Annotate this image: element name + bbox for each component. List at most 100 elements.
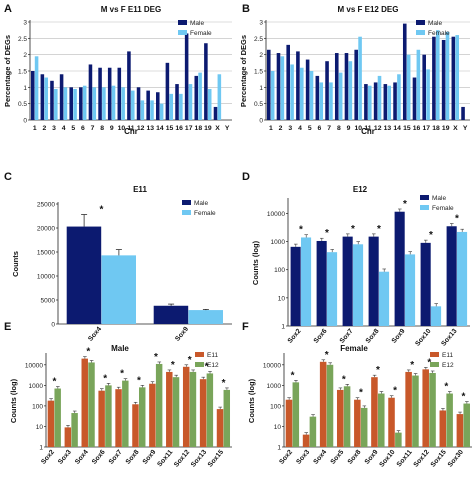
significance-star-f: *: [393, 386, 397, 397]
y-tick-label-d: 10000: [267, 211, 285, 218]
x-tick-label-a: 17: [185, 125, 193, 132]
bar-a-10-s0: [117, 67, 122, 120]
bar-f-sox5-s1: [343, 386, 351, 447]
bar-e-sox13-s1: [206, 373, 214, 447]
y-tick-label-b: 2.5: [254, 36, 263, 43]
significance-star-f: *: [427, 357, 431, 368]
significance-star-d: *: [299, 225, 303, 236]
x-tick-label-f: Sox9: [364, 449, 380, 466]
x-tick-label-d: Sox10: [414, 328, 432, 348]
x-tick-label-f: Sox10: [378, 449, 396, 469]
bar-a-1-s1: [34, 56, 39, 120]
y-tick-label-a: 1: [23, 85, 27, 92]
y-tick-label-c: 20000: [37, 226, 55, 233]
legend-label-e: E12: [207, 362, 219, 369]
x-tick-label-d: Sox7: [339, 328, 355, 345]
x-tick-label-a: 1: [33, 125, 37, 132]
bar-e-sox3-s0: [64, 427, 72, 447]
x-tick-label-a: 18: [195, 125, 203, 132]
bar-a-8-s0: [98, 67, 102, 120]
bar-b-12-s1: [377, 75, 382, 120]
bar-a-10-s1: [121, 87, 125, 120]
legend-label-d: Male: [432, 195, 446, 202]
panel-letter-e: E: [4, 321, 11, 333]
x-tick-label-a: 12: [137, 125, 145, 132]
bar-d-sox6-s1: [327, 252, 338, 326]
significance-star-e: *: [205, 361, 209, 372]
x-tick-label-e: Sox13: [190, 449, 208, 469]
x-tick-label-f: Sox11: [396, 449, 414, 469]
x-tick-label-a: 15: [166, 125, 174, 132]
significance-star-d: *: [325, 228, 329, 239]
x-tick-label-b: 4: [298, 125, 302, 132]
bar-a-6-s0: [79, 87, 83, 120]
bar-e-sox8-s1: [139, 387, 146, 447]
bar-a-4-s1: [63, 87, 68, 120]
x-tick-label-b: 10: [355, 125, 363, 132]
bar-e-sox2-s1: [54, 388, 61, 447]
legend-label-c: Male: [194, 200, 208, 207]
y-tick-label-e: 1000: [29, 383, 44, 390]
bar-f-sox9-s0: [371, 377, 378, 447]
bar-e-sox11-s1: [172, 377, 180, 447]
y-tick-label-e: 100: [32, 403, 43, 410]
bar-d-sox9-s0: [394, 211, 405, 326]
bar-e-sox3-s1: [71, 413, 78, 447]
y-tick-label-c: 25000: [37, 202, 55, 209]
x-tick-label-d: Sox8: [365, 328, 381, 345]
x-tick-label-f: Sox30: [447, 449, 465, 469]
bar-b-15-s1: [406, 54, 411, 120]
x-tick-label-a: 4: [62, 125, 66, 132]
x-tick-label-a: 19: [204, 125, 212, 132]
bar-b-12-s0: [373, 82, 378, 120]
bar-f-sox12-s1: [429, 372, 436, 447]
y-tick-label-f: 10000: [263, 362, 281, 369]
significance-star-e: *: [222, 378, 226, 389]
legend-label-d: Female: [432, 205, 454, 212]
legend-label-b: Male: [428, 20, 442, 27]
x-axis-label-b: Chr: [361, 127, 375, 136]
x-tick-label-f: Sox12: [413, 449, 431, 469]
bar-a-13-s0: [146, 90, 150, 120]
x-tick-label-b: 15: [403, 125, 411, 132]
bar-a-13-s1: [150, 100, 154, 120]
bar-a-3-s0: [50, 80, 54, 120]
y-tick-label-b: 0.5: [254, 101, 263, 108]
y-tick-label-d: 1000: [271, 239, 286, 246]
x-tick-label-e: Sox8: [125, 449, 141, 466]
significance-star-e: *: [103, 373, 107, 384]
x-tick-label-b: 9: [347, 125, 351, 132]
bar-b-5-s0: [305, 59, 310, 120]
significance-star-d: *: [351, 224, 355, 235]
bar-a-18-s1: [198, 72, 202, 120]
significance-star-f: *: [359, 388, 363, 399]
bar-a-9-s1: [111, 85, 116, 120]
bar-b-15-s0: [402, 23, 407, 121]
x-tick-label-d: Sox6: [313, 328, 329, 345]
significance-star-f: *: [410, 360, 414, 371]
significance-star-f: *: [444, 382, 448, 393]
bar-f-sox3-s1: [309, 416, 317, 447]
y-tick-label-f: 1: [277, 445, 281, 452]
bar-b-14-s0: [393, 82, 397, 120]
significance-star-e: *: [154, 352, 158, 363]
bar-b-4-s1: [300, 67, 304, 120]
x-tick-label-d: Sox9: [391, 328, 407, 345]
bar-b-18-s0: [432, 36, 436, 121]
y-tick-label-e: 10: [36, 424, 44, 431]
significance-star-d: *: [403, 199, 407, 210]
x-tick-label-a: X: [215, 125, 220, 132]
bar-d-sox9-s1: [405, 254, 416, 326]
y-tick-label-e: 10000: [25, 362, 43, 369]
x-tick-label-b: 3: [288, 125, 292, 132]
bar-a-9-s0: [107, 67, 112, 120]
y-tick-label-c: 0: [51, 322, 55, 329]
bar-d-sox2-s0: [290, 246, 301, 326]
bar-a-14-s0: [156, 92, 160, 120]
bar-b-19-s0: [441, 39, 446, 120]
x-tick-label-b: 1: [269, 125, 273, 132]
bar-f-sox11-s0: [405, 371, 412, 447]
legend-label-a: Female: [190, 30, 212, 37]
bar-a-5-s1: [73, 88, 77, 120]
bar-f-sox4-s1: [326, 364, 334, 447]
